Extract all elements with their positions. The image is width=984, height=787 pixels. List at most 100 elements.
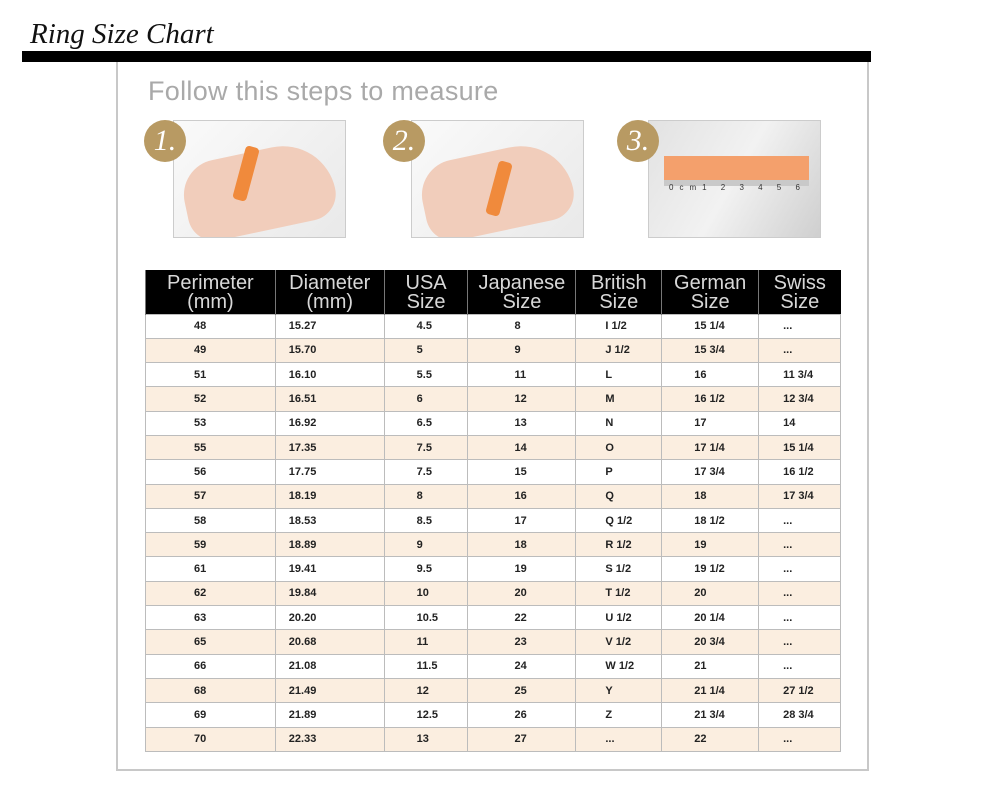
step-2-photo xyxy=(411,120,584,238)
table-cell: S 1/2 xyxy=(575,556,663,582)
table-cell: 55 xyxy=(145,434,276,461)
table-cell: ... xyxy=(575,726,663,752)
table-cell: I 1/2 xyxy=(575,313,663,339)
table-cell: 11 xyxy=(383,629,469,655)
column-header-line: Japanese xyxy=(478,272,566,295)
table-cell: 12 xyxy=(383,677,469,704)
table-cell: 21.89 xyxy=(274,702,385,728)
table-cell: 17 xyxy=(467,507,577,534)
table-cell: 19 xyxy=(467,556,577,582)
table-cell: 19.41 xyxy=(274,556,385,582)
table-cell: 11.5 xyxy=(383,653,469,679)
column-header: Japanese Size xyxy=(467,270,576,314)
table-cell: 17 xyxy=(661,410,760,436)
page-title: Ring Size Chart xyxy=(30,18,214,50)
column-header-line: (mm) xyxy=(306,291,354,314)
chart-frame xyxy=(116,62,869,771)
table-header-row: Perimeter (mm) Diameter (mm) USA Size Japanese… xyxy=(145,270,841,314)
table-cell: 17.35 xyxy=(274,434,385,461)
column-header: USA Size xyxy=(383,270,468,314)
table-cell: 10.5 xyxy=(383,605,469,631)
table-cell: 6.5 xyxy=(383,410,469,436)
table-cell: ... xyxy=(758,726,841,752)
table-cell: 48 xyxy=(145,313,276,339)
table-row: 48 15.27 4.5 8 I 1/2 15 1/4... xyxy=(145,313,841,339)
table-cell: ... xyxy=(758,653,841,679)
table-cell: 53 xyxy=(145,410,276,436)
table-cell: 9.5 xyxy=(383,556,469,582)
table-row: 51 16.10 5.5 11 L 16 11 3/4 xyxy=(145,362,841,388)
column-header-line: Perimeter xyxy=(167,272,254,295)
table-cell: 22 xyxy=(661,726,760,752)
table-cell: 26 xyxy=(467,702,577,728)
table-cell: 18 1/2 xyxy=(661,507,760,534)
table-cell: 49 xyxy=(145,337,276,364)
table-cell: V 1/2 xyxy=(575,629,663,655)
column-header: Diameter (mm) xyxy=(274,270,385,314)
step-badge: 3. xyxy=(617,120,659,162)
table-row: 66 21.08 11.5 24 W 1/2 21... xyxy=(145,653,841,679)
table-cell: 27 xyxy=(467,726,577,752)
table-cell: 68 xyxy=(145,677,276,704)
table-cell: 20 3/4 xyxy=(661,629,760,655)
table-cell: ... xyxy=(758,629,841,655)
table-cell: 6 xyxy=(383,386,469,412)
steps-subtitle: Follow this steps to measure xyxy=(148,76,499,106)
table-cell: 58 xyxy=(145,507,276,534)
step-1-photo xyxy=(173,120,346,238)
table-row: 56 17.75 7.5 15 P 17 3/4 16 1/2 xyxy=(145,459,841,485)
table-cell: 11 xyxy=(467,362,577,388)
table-row: 68 21.49 12 25 Y 21 1/4 27 1/2 xyxy=(145,677,841,704)
step-badge: 2. xyxy=(383,120,425,162)
table-cell: 12.5 xyxy=(383,702,469,728)
table-cell: M xyxy=(575,386,663,412)
table-cell: 11 3/4 xyxy=(758,362,841,388)
table-cell: 20 xyxy=(661,580,760,607)
table-cell: P xyxy=(575,459,663,485)
table-cell: 19 1/2 xyxy=(661,556,760,582)
table-cell: 8 xyxy=(467,313,577,339)
table-cell: ... xyxy=(758,580,841,607)
table-cell: 28 3/4 xyxy=(758,702,841,728)
table-cell: 25 xyxy=(467,677,577,704)
column-header-line: British xyxy=(591,272,647,295)
table-cell: 20.20 xyxy=(274,605,385,631)
table-cell: 7.5 xyxy=(383,459,469,485)
table-cell: 19 xyxy=(661,532,760,558)
table-cell: 17 3/4 xyxy=(758,483,841,509)
table-row: 69 21.89 12.5 26 Z 21 3/4 28 3/4 xyxy=(145,702,841,728)
table-row: 57 18.19 8 16 Q 18 17 3/4 xyxy=(145,483,841,509)
table-cell: 17 3/4 xyxy=(661,459,760,485)
table-cell: 16 1/2 xyxy=(661,386,760,412)
table-cell: 15.70 xyxy=(274,337,385,364)
table-cell: 63 xyxy=(145,605,276,631)
title-underline-bar xyxy=(22,51,871,62)
table-cell: 13 xyxy=(467,410,577,436)
table-cell: 66 xyxy=(145,653,276,679)
table-cell: 7.5 xyxy=(383,434,469,461)
table-cell: 65 xyxy=(145,629,276,655)
table-cell: Q 1/2 xyxy=(575,507,663,534)
table-cell: 8 xyxy=(383,483,469,509)
column-header-line: Size xyxy=(406,291,446,314)
step-badge: 1. xyxy=(144,120,186,162)
table-cell: ... xyxy=(758,556,841,582)
table-row: 70 22.33 13 27... 22... xyxy=(145,726,841,752)
table-cell: 51 xyxy=(145,362,276,388)
table-cell: 16 xyxy=(661,362,760,388)
column-header-line: Size xyxy=(690,291,730,314)
table-cell: 15.27 xyxy=(274,313,385,339)
column-header-line: Size xyxy=(599,291,639,314)
table-cell: 19.84 xyxy=(274,580,385,607)
table-row: 65 20.68 11 23 V 1/2 20 3/4... xyxy=(145,629,841,655)
table-cell: 22.33 xyxy=(274,726,385,752)
table-cell: 15 3/4 xyxy=(661,337,760,364)
table-cell: 4.5 xyxy=(383,313,469,339)
table-cell: 16 xyxy=(467,483,577,509)
table-cell: 18.89 xyxy=(274,532,385,558)
column-header-line: Size xyxy=(780,291,820,314)
column-header: Swiss Size xyxy=(758,270,841,314)
table-cell: 16 1/2 xyxy=(758,459,841,485)
table-cell: 13 xyxy=(383,726,469,752)
table-cell: L xyxy=(575,362,663,388)
